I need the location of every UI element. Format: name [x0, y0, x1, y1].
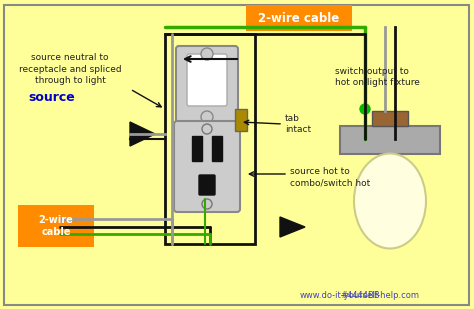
Circle shape	[202, 124, 212, 134]
Circle shape	[360, 104, 370, 114]
Bar	[212, 136, 222, 161]
Text: source hot to
combo/switch hot: source hot to combo/switch hot	[290, 167, 370, 187]
FancyBboxPatch shape	[18, 205, 94, 247]
Text: tab
intact: tab intact	[285, 114, 311, 134]
FancyBboxPatch shape	[187, 54, 227, 106]
Polygon shape	[130, 122, 155, 146]
Text: 2-wire
cable: 2-wire cable	[38, 215, 73, 237]
Bar	[372, 111, 408, 126]
FancyBboxPatch shape	[199, 175, 215, 195]
Bar	[165, 34, 255, 244]
FancyBboxPatch shape	[176, 46, 238, 127]
FancyBboxPatch shape	[246, 5, 352, 31]
Bar	[340, 126, 440, 154]
Text: 2-wire cable: 2-wire cable	[258, 11, 340, 24]
Bar	[235, 109, 247, 131]
Text: source: source	[28, 91, 75, 104]
Bar	[192, 136, 202, 161]
Circle shape	[201, 193, 209, 201]
Text: switch output to
hot on light fixture: switch output to hot on light fixture	[335, 67, 420, 87]
Text: source neutral to
receptacle and spliced
through to light: source neutral to receptacle and spliced…	[18, 53, 121, 85]
FancyBboxPatch shape	[174, 121, 240, 212]
Circle shape	[201, 48, 213, 60]
Circle shape	[202, 199, 212, 209]
Circle shape	[201, 111, 213, 123]
Ellipse shape	[354, 154, 426, 248]
Text: #4444BB: #4444BB	[340, 290, 380, 299]
Text: www.do-it-yourself-help.com: www.do-it-yourself-help.com	[300, 290, 420, 299]
Polygon shape	[280, 217, 305, 237]
